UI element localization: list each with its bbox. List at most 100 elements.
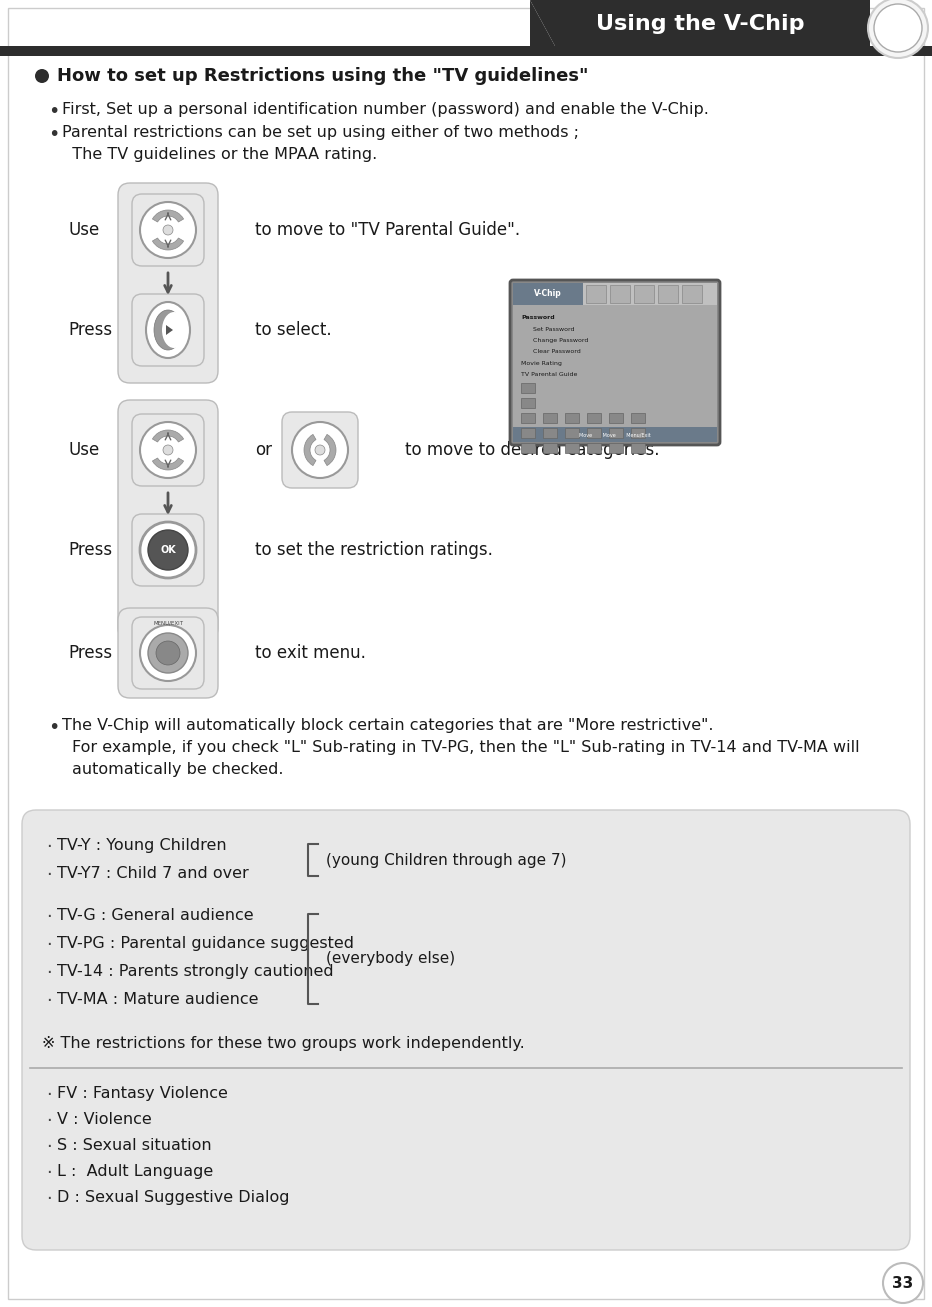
Text: ·: · xyxy=(46,1165,52,1182)
Text: Use: Use xyxy=(68,221,99,239)
Text: ·: · xyxy=(46,1138,52,1155)
Wedge shape xyxy=(153,238,184,250)
Text: ·: · xyxy=(46,965,52,982)
Text: to move to desired categories.: to move to desired categories. xyxy=(405,440,660,459)
Text: 33: 33 xyxy=(892,1276,913,1290)
Bar xyxy=(682,285,702,303)
Text: TV-14 : Parents strongly cautioned: TV-14 : Parents strongly cautioned xyxy=(57,965,334,979)
Text: TV-G : General audience: TV-G : General audience xyxy=(57,908,254,923)
Circle shape xyxy=(163,225,173,235)
Text: S : Sexual situation: S : Sexual situation xyxy=(57,1138,212,1153)
FancyBboxPatch shape xyxy=(132,294,204,366)
Polygon shape xyxy=(530,0,555,46)
Text: The V-Chip will automatically block certain categories that are "More restrictiv: The V-Chip will automatically block cert… xyxy=(62,718,714,733)
Bar xyxy=(0,46,932,56)
Text: Press: Press xyxy=(68,644,112,663)
Text: For example, if you check "L" Sub-rating in TV-PG, then the "L" Sub-rating in TV: For example, if you check "L" Sub-rating… xyxy=(72,740,859,755)
Circle shape xyxy=(163,444,173,455)
Ellipse shape xyxy=(162,312,186,348)
Circle shape xyxy=(315,444,325,455)
Bar xyxy=(587,413,601,423)
Bar xyxy=(543,443,557,454)
FancyBboxPatch shape xyxy=(132,414,204,486)
Bar xyxy=(631,413,645,423)
Text: Clear Password: Clear Password xyxy=(533,349,581,354)
Text: to move to "TV Parental Guide".: to move to "TV Parental Guide". xyxy=(255,221,520,239)
Ellipse shape xyxy=(154,310,182,350)
Bar xyxy=(521,413,535,423)
Text: (young Children through age 7): (young Children through age 7) xyxy=(326,852,567,868)
Bar xyxy=(521,399,535,408)
Text: to select.: to select. xyxy=(255,322,332,339)
Circle shape xyxy=(874,4,922,52)
FancyBboxPatch shape xyxy=(118,183,218,383)
Text: Press: Press xyxy=(68,541,112,559)
Text: TV Parental Guide: TV Parental Guide xyxy=(521,372,578,376)
FancyBboxPatch shape xyxy=(118,400,218,640)
Text: •: • xyxy=(48,718,60,737)
Text: ·: · xyxy=(46,992,52,1010)
Wedge shape xyxy=(153,457,184,471)
Circle shape xyxy=(148,531,188,570)
Wedge shape xyxy=(304,434,316,465)
Circle shape xyxy=(883,1263,923,1303)
FancyBboxPatch shape xyxy=(132,514,204,586)
Bar xyxy=(610,285,630,303)
Text: Change Password: Change Password xyxy=(533,339,588,342)
Bar xyxy=(609,427,623,438)
Bar xyxy=(587,443,601,454)
Text: •: • xyxy=(48,102,60,122)
Bar xyxy=(634,285,654,303)
Ellipse shape xyxy=(146,302,190,358)
Text: ·: · xyxy=(46,936,52,954)
Polygon shape xyxy=(530,0,870,46)
Text: Press: Press xyxy=(68,322,112,339)
Circle shape xyxy=(868,0,928,58)
Text: to set the restriction ratings.: to set the restriction ratings. xyxy=(255,541,493,559)
Circle shape xyxy=(156,640,180,665)
Circle shape xyxy=(35,69,49,84)
FancyBboxPatch shape xyxy=(118,608,218,698)
Circle shape xyxy=(140,521,196,578)
FancyBboxPatch shape xyxy=(282,412,358,488)
Bar xyxy=(565,413,579,423)
Bar xyxy=(513,427,717,442)
Bar xyxy=(658,285,678,303)
Bar xyxy=(521,383,535,393)
Text: ※ The restrictions for these two groups work independently.: ※ The restrictions for these two groups … xyxy=(42,1036,525,1051)
Bar xyxy=(631,427,645,438)
Bar xyxy=(631,443,645,454)
Bar xyxy=(609,443,623,454)
Text: (everybody else): (everybody else) xyxy=(326,951,455,966)
Bar xyxy=(565,427,579,438)
Text: TV-MA : Mature audience: TV-MA : Mature audience xyxy=(57,992,258,1006)
Bar xyxy=(521,443,535,454)
Text: First, Set up a personal identification number (password) and enable the V-Chip.: First, Set up a personal identification … xyxy=(62,102,709,118)
Text: OK: OK xyxy=(160,545,176,555)
Bar xyxy=(513,284,717,442)
Text: The TV guidelines or the MPAA rating.: The TV guidelines or the MPAA rating. xyxy=(62,146,377,162)
Text: TV-Y7 : Child 7 and over: TV-Y7 : Child 7 and over xyxy=(57,867,249,881)
FancyBboxPatch shape xyxy=(132,193,204,267)
Text: to exit menu.: to exit menu. xyxy=(255,644,366,663)
Text: V-Chip: V-Chip xyxy=(534,289,562,298)
Text: automatically be checked.: automatically be checked. xyxy=(72,762,283,776)
Bar xyxy=(543,427,557,438)
Circle shape xyxy=(140,203,196,257)
Text: Set Password: Set Password xyxy=(533,327,574,332)
Text: Move       Move       Menu/Exit: Move Move Menu/Exit xyxy=(579,433,651,438)
Text: ·: · xyxy=(46,1189,52,1208)
Text: ·: · xyxy=(46,867,52,884)
Bar xyxy=(513,284,583,305)
Bar xyxy=(513,305,717,442)
Circle shape xyxy=(140,625,196,681)
Bar xyxy=(543,413,557,423)
Text: ·: · xyxy=(46,838,52,856)
Text: ·: · xyxy=(46,1112,52,1131)
Circle shape xyxy=(292,422,348,478)
Wedge shape xyxy=(153,210,184,222)
Circle shape xyxy=(140,422,196,478)
Polygon shape xyxy=(166,325,173,335)
Text: How to set up Restrictions using the "TV guidelines": How to set up Restrictions using the "TV… xyxy=(57,67,588,85)
Text: TV-Y : Young Children: TV-Y : Young Children xyxy=(57,838,226,853)
